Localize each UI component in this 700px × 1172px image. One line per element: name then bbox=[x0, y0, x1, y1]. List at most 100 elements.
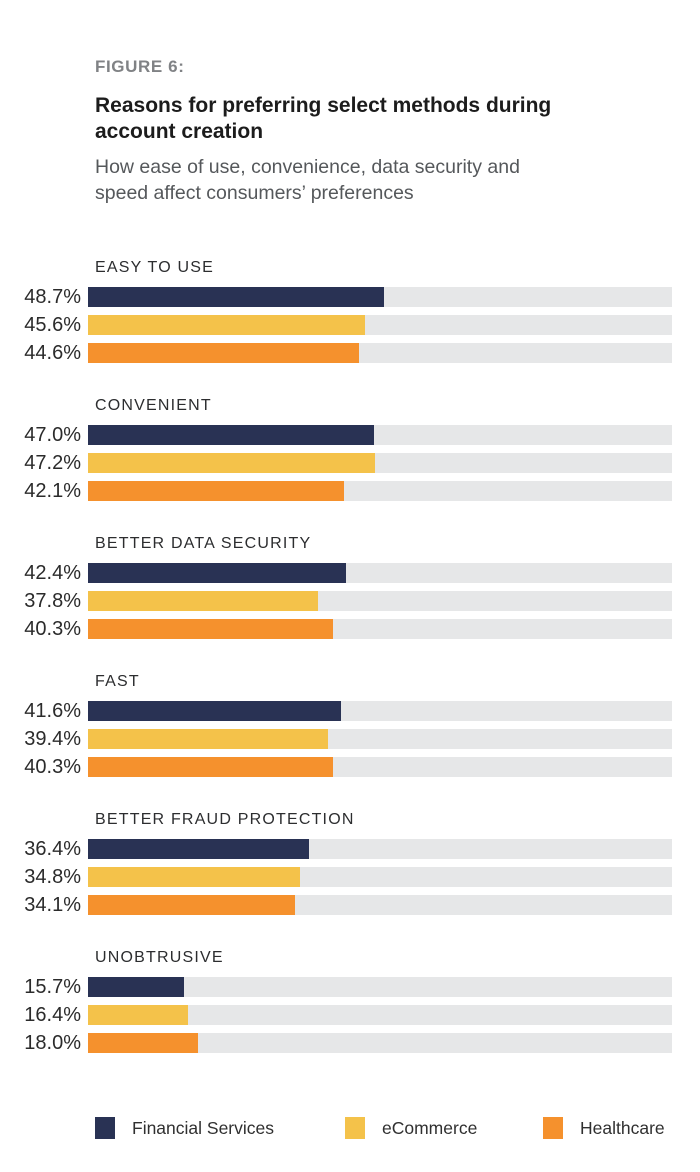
figure-title: Reasons for preferring select methods du… bbox=[95, 94, 552, 143]
bar-track bbox=[88, 563, 672, 583]
bar-track bbox=[88, 315, 672, 335]
bar-value-label: 36.4% bbox=[24, 837, 81, 860]
bar-row: 37.8% bbox=[0, 589, 672, 612]
figure-subtitle: How ease of use, convenience, data secur… bbox=[95, 156, 520, 204]
bar-fill-ecommerce bbox=[88, 453, 376, 473]
bar-row: 36.4% bbox=[0, 837, 672, 860]
group-title: BETTER DATA SECURITY bbox=[95, 535, 312, 552]
bar-row: 42.4% bbox=[0, 561, 672, 584]
bar-group-better-fraud-protection: BETTER FRAUD PROTECTION 36.4% 34.8% 34.1% bbox=[0, 811, 700, 916]
legend-swatch-healthcare bbox=[543, 1117, 563, 1139]
bar-track bbox=[88, 591, 672, 611]
bar-value-label: 44.6% bbox=[24, 341, 81, 364]
figure-header: FIGURE 6: Reasons for preferring select … bbox=[95, 0, 585, 206]
bar-row: 40.3% bbox=[0, 617, 672, 640]
bar-track bbox=[88, 895, 672, 915]
legend-label: eCommerce bbox=[382, 1117, 478, 1138]
legend: Financial Services eCommerce Healthcare bbox=[95, 1117, 668, 1139]
bar-row: 42.1% bbox=[0, 479, 672, 502]
bar-track bbox=[88, 729, 672, 749]
bar-row: 41.6% bbox=[0, 699, 672, 722]
legend-swatch-ecommerce bbox=[345, 1117, 365, 1139]
bar-track bbox=[88, 1005, 672, 1025]
group-title: BETTER FRAUD PROTECTION bbox=[95, 811, 355, 828]
bar-track bbox=[88, 867, 672, 887]
bar-value-label: 16.4% bbox=[24, 1003, 81, 1026]
bar-value-label: 34.1% bbox=[24, 893, 81, 916]
bar-fill-financial-services bbox=[88, 425, 374, 445]
bar-fill-ecommerce bbox=[88, 1005, 188, 1025]
legend-item-financial-services: Financial Services bbox=[95, 1117, 345, 1139]
bar-group-convenient: CONVENIENT 47.0% 47.2% 42.1% bbox=[0, 397, 700, 502]
bar-track bbox=[88, 977, 672, 997]
bar-value-label: 15.7% bbox=[24, 975, 81, 998]
bar-fill-ecommerce bbox=[88, 591, 318, 611]
bar-value-label: 42.4% bbox=[24, 561, 81, 584]
bar-value-label: 48.7% bbox=[24, 285, 81, 308]
group-title: CONVENIENT bbox=[95, 397, 212, 414]
bar-track bbox=[88, 1033, 672, 1053]
bar-group-fast: FAST 41.6% 39.4% 40.3% bbox=[0, 673, 700, 778]
bar-track bbox=[88, 481, 672, 501]
figure-number-label: FIGURE 6: bbox=[95, 57, 185, 76]
group-title: EASY TO USE bbox=[95, 259, 215, 276]
bar-row: 44.6% bbox=[0, 341, 672, 364]
bar-row: 15.7% bbox=[0, 975, 672, 998]
bar-fill-financial-services bbox=[88, 839, 310, 859]
bar-track bbox=[88, 425, 672, 445]
bar-track bbox=[88, 343, 672, 363]
bar-group-unobtrusive: UNOBTRUSIVE 15.7% 16.4% 18.0% bbox=[0, 949, 700, 1054]
legend-swatch-financial-services bbox=[95, 1117, 115, 1139]
bar-value-label: 47.0% bbox=[24, 423, 81, 446]
bar-fill-financial-services bbox=[88, 563, 346, 583]
bar-track bbox=[88, 287, 672, 307]
bar-value-label: 41.6% bbox=[24, 699, 81, 722]
bar-row: 34.1% bbox=[0, 893, 672, 916]
bar-fill-healthcare bbox=[88, 481, 345, 501]
bar-row: 47.0% bbox=[0, 423, 672, 446]
bar-track bbox=[88, 453, 672, 473]
bar-track bbox=[88, 701, 672, 721]
bar-row: 48.7% bbox=[0, 285, 672, 308]
bar-row: 16.4% bbox=[0, 1003, 672, 1026]
bar-group-better-data-security: BETTER DATA SECURITY 42.4% 37.8% 40.3% bbox=[0, 535, 700, 640]
bar-fill-healthcare bbox=[88, 1033, 198, 1053]
bar-value-label: 42.1% bbox=[24, 479, 81, 502]
bar-track bbox=[88, 619, 672, 639]
chart-groups: EASY TO USE 48.7% 45.6% 44.6% CONVENIENT 47.0… bbox=[0, 259, 700, 1054]
bar-value-label: 45.6% bbox=[24, 313, 81, 336]
bar-value-label: 40.3% bbox=[24, 755, 81, 778]
bar-value-label: 18.0% bbox=[24, 1031, 81, 1054]
bar-row: 45.6% bbox=[0, 313, 672, 336]
bar-fill-healthcare bbox=[88, 619, 334, 639]
bar-row: 40.3% bbox=[0, 755, 672, 778]
legend-label: Financial Services bbox=[132, 1117, 274, 1138]
bar-value-label: 39.4% bbox=[24, 727, 81, 750]
bar-group-easy-to-use: EASY TO USE 48.7% 45.6% 44.6% bbox=[0, 259, 700, 364]
group-title: FAST bbox=[95, 673, 140, 690]
bar-fill-financial-services bbox=[88, 701, 342, 721]
legend-label: Healthcare bbox=[580, 1117, 665, 1138]
legend-item-healthcare: Healthcare bbox=[543, 1117, 665, 1139]
bar-row: 34.8% bbox=[0, 865, 672, 888]
bar-fill-ecommerce bbox=[88, 867, 300, 887]
bar-fill-financial-services bbox=[88, 977, 184, 997]
group-title: UNOBTRUSIVE bbox=[95, 949, 224, 966]
bar-fill-healthcare bbox=[88, 895, 296, 915]
bar-track bbox=[88, 839, 672, 859]
bar-fill-ecommerce bbox=[88, 729, 328, 749]
legend-item-ecommerce: eCommerce bbox=[345, 1117, 543, 1139]
bar-fill-financial-services bbox=[88, 287, 385, 307]
bar-fill-ecommerce bbox=[88, 315, 366, 335]
bar-fill-healthcare bbox=[88, 343, 360, 363]
bar-value-label: 37.8% bbox=[24, 589, 81, 612]
bar-value-label: 34.8% bbox=[24, 865, 81, 888]
bar-row: 18.0% bbox=[0, 1031, 672, 1054]
bar-row: 39.4% bbox=[0, 727, 672, 750]
bar-value-label: 47.2% bbox=[24, 451, 81, 474]
bar-value-label: 40.3% bbox=[24, 617, 81, 640]
bar-fill-healthcare bbox=[88, 757, 334, 777]
bar-track bbox=[88, 757, 672, 777]
bar-row: 47.2% bbox=[0, 451, 672, 474]
